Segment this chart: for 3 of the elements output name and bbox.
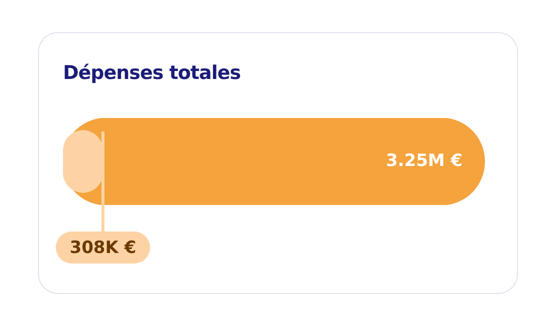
data-label: 308K € xyxy=(70,238,136,258)
chart-title: Dépenses totales xyxy=(63,62,241,84)
data-label: 3.25M € xyxy=(386,150,463,171)
